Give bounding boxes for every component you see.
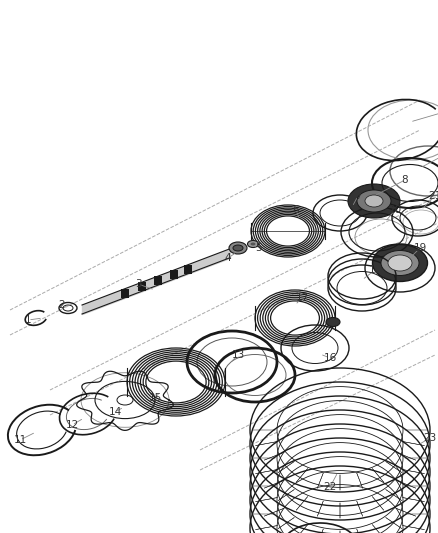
Text: 19: 19 — [413, 243, 427, 253]
Text: 7: 7 — [355, 191, 361, 201]
Ellipse shape — [365, 195, 383, 207]
Ellipse shape — [229, 242, 247, 254]
Text: 5: 5 — [254, 243, 261, 253]
Text: 20: 20 — [389, 205, 402, 215]
Text: 6: 6 — [293, 205, 299, 215]
Text: 3: 3 — [135, 279, 141, 289]
Text: 17: 17 — [295, 293, 309, 303]
Ellipse shape — [388, 255, 412, 271]
FancyBboxPatch shape — [154, 276, 162, 285]
Text: 22: 22 — [323, 482, 337, 492]
FancyBboxPatch shape — [121, 289, 129, 297]
Text: 23: 23 — [424, 433, 437, 443]
Text: 13: 13 — [231, 350, 245, 360]
Text: 15: 15 — [148, 393, 162, 403]
Ellipse shape — [251, 243, 255, 246]
Text: 1: 1 — [25, 315, 31, 325]
Text: 16: 16 — [323, 353, 337, 363]
Text: 2: 2 — [59, 300, 65, 310]
Ellipse shape — [247, 240, 258, 247]
FancyBboxPatch shape — [138, 282, 146, 291]
Text: 4: 4 — [225, 253, 231, 263]
FancyBboxPatch shape — [170, 270, 178, 279]
Text: 11: 11 — [14, 435, 27, 445]
Text: 14: 14 — [108, 407, 122, 417]
Text: 12: 12 — [65, 420, 79, 430]
Text: 18: 18 — [368, 265, 381, 275]
Text: 8: 8 — [402, 175, 408, 185]
Ellipse shape — [372, 245, 427, 281]
Ellipse shape — [357, 190, 391, 212]
Text: 21: 21 — [428, 191, 438, 201]
Ellipse shape — [233, 245, 243, 251]
Ellipse shape — [326, 318, 340, 327]
Ellipse shape — [348, 184, 400, 218]
Ellipse shape — [381, 251, 419, 276]
FancyBboxPatch shape — [184, 265, 192, 274]
